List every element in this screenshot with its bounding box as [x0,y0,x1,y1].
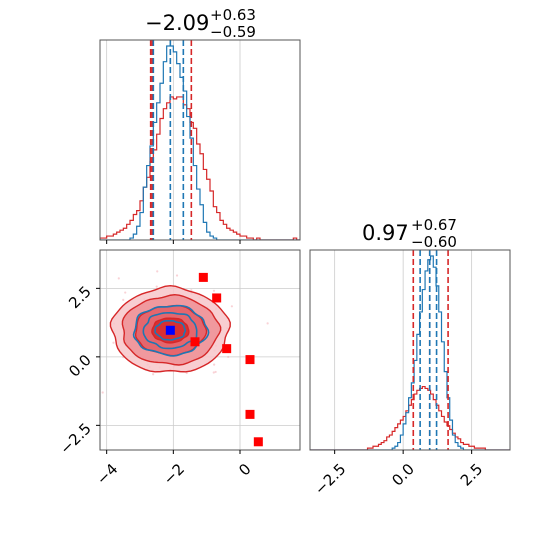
tick-label-joint-x-0: −4 [93,460,121,488]
red-marker-4 [245,355,255,365]
red-marker-0 [198,272,208,282]
scatter-point [175,274,179,277]
title-p2-plus: +0.67 [411,216,457,234]
scatter-point [227,355,230,359]
joint-frame [99,249,301,451]
red-marker-3 [222,344,232,354]
tick-label-joint-y-0: 2.5 [65,282,95,312]
histogram-p1-plot-area [100,40,300,240]
scatter-point [213,363,216,366]
scatter-point [266,322,269,325]
blue-marker [165,325,175,335]
scatter-point [152,373,155,376]
title-p2: 0.97 +0.67 −0.60 [362,216,457,251]
scatter-point [122,298,125,301]
scatter-point [214,370,217,374]
scatter-point [155,285,158,288]
panel-histogram-p1 [99,39,301,244]
red-marker-2 [190,337,200,347]
histogram-p1-blue [100,45,300,240]
title-p1-median: −2.09 [145,11,209,35]
title-p2-minus: −0.60 [411,233,457,251]
red-marker-1 [212,293,222,303]
histogram-p2-plot-area [310,250,510,450]
tick-label-joint-x-1: −2 [160,460,188,488]
scatter-point [101,391,104,394]
tick-label-joint-y-1: 0.0 [65,351,95,381]
panel-joint-p1-p2: −4 −2 0 2.5 0.0 −2.5 [56,249,301,488]
tick-label-right-x-1: 0.0 [388,460,418,490]
title-p2-median: 0.97 [362,221,409,245]
red-marker-6 [253,437,263,447]
scatter-point [190,289,193,292]
scatter-point [230,305,234,308]
title-p1-minus: −0.59 [210,23,256,41]
joint-plot-area [100,250,300,450]
contour-blue-level-2 [154,319,187,341]
scatter-point [156,270,159,273]
scatter-point [185,371,188,375]
histogram-p1-frame [99,39,301,241]
scatter-point [112,341,115,344]
tick-label-joint-y-2: −2.5 [56,419,94,457]
tick-label-right-x-0: −2.5 [311,460,349,498]
panel-histogram-p2: −2.5 0.0 2.5 [309,249,511,499]
red-marker-5 [245,409,255,419]
histogram-p2-frame [309,249,511,451]
scatter-point [117,277,120,280]
title-p1: −2.09 +0.63 −0.59 [145,6,256,41]
scatter-point [124,291,127,294]
contour-blue-level-1 [142,311,198,350]
scatter-point [212,371,215,374]
histogram-p2-blue [310,255,510,450]
title-p1-plus: +0.63 [210,6,256,24]
tick-label-right-x-2: 2.5 [457,460,487,490]
scatter-point [212,289,216,292]
histogram-p2-red [310,385,510,450]
contour-blue-level-0 [132,304,210,357]
histogram-p1-red [100,96,300,240]
tick-label-joint-x-2: 0 [235,460,254,479]
